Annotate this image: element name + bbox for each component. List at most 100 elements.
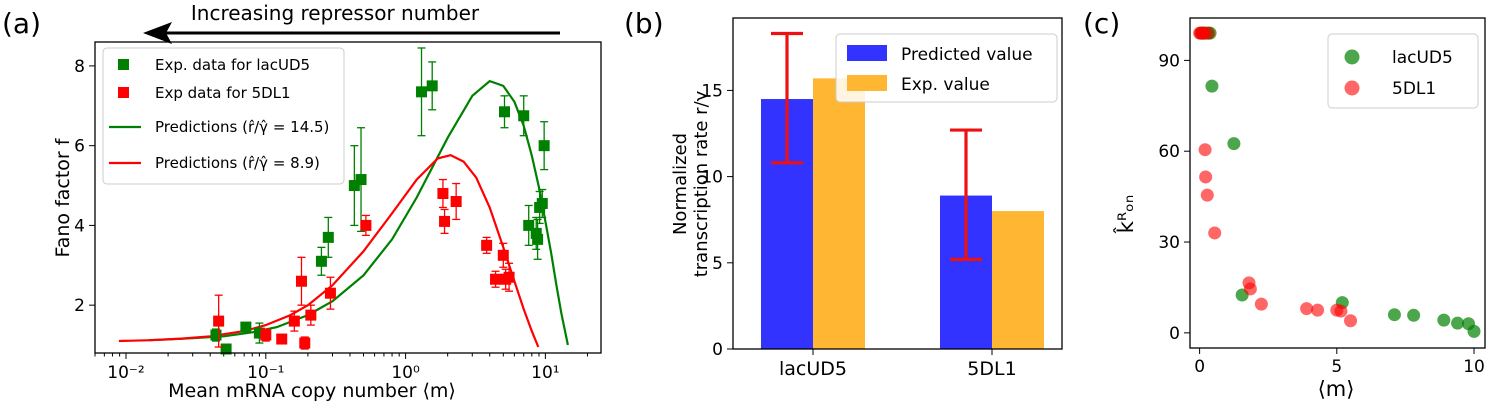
x-tick-label: 5 (1331, 357, 1342, 377)
data-point-5dl1 (1334, 304, 1348, 318)
data-point-5dl1 (503, 271, 515, 283)
legend-label-lacud5-data: Exp. data for lacUD5 (155, 56, 310, 74)
panel-c-legend: lacUD5 5DL1 (1327, 33, 1479, 109)
data-point-5dl1 (450, 195, 462, 207)
legend-marker-lacud5-data (118, 59, 129, 70)
category-label: lacUD5 (779, 358, 847, 380)
data-point-lacud5 (1205, 79, 1219, 93)
panel-b-ylabel-line1: Normalized (670, 133, 691, 235)
x-tick-label: 10⁰ (391, 363, 420, 383)
data-point-lacud5 (210, 329, 222, 341)
data-point-lacud5 (426, 80, 438, 92)
data-point-lacud5 (538, 140, 550, 152)
y-tick-label: 8 (74, 57, 85, 77)
x-tick-label: 10 (1463, 357, 1485, 377)
data-point-lacud5 (355, 174, 367, 186)
category-label: 5DL1 (967, 358, 1016, 380)
panel-a-plot-area: 10⁻² 10⁻¹ 10⁰ 10¹ 2 4 6 8 (74, 47, 588, 383)
y-tick-label: 15 (701, 81, 723, 101)
repressor-annotation: Increasing repressor number (191, 1, 480, 25)
x-tick-label: 10⁻¹ (247, 363, 284, 383)
y-tick-label: 90 (1158, 51, 1180, 71)
legend-swatch-predicted (847, 45, 887, 61)
panel-c-frame (1189, 17, 1486, 349)
data-point-5dl1 (305, 309, 317, 321)
data-point-lacud5 (315, 255, 327, 267)
panel-c: (c) 0 5 10 0 30 60 90 ⟨m⟩ k̂ᴿₒₙ lacUD5 5DL1 (1083, 7, 1486, 401)
legend-marker-lacud5 (1344, 49, 1360, 65)
legend-label-5dl1: 5DL1 (1392, 79, 1436, 99)
data-point-5dl1 (324, 287, 336, 299)
data-point-5dl1 (1208, 226, 1222, 240)
data-point-lacud5 (1387, 308, 1401, 322)
data-point-5dl1 (439, 215, 451, 227)
panel-a-legend: Exp. data for lacUD5 Exp data for 5DL1 P… (102, 47, 345, 185)
y-tick-label: 5 (712, 254, 723, 274)
data-point-5dl1 (299, 337, 311, 349)
y-tick-label: 2 (74, 296, 85, 316)
data-point-5dl1 (1254, 297, 1268, 311)
y-tick-label: 0 (1169, 324, 1180, 344)
panel-b-ylabel-line2: transcription rate r/γ (691, 90, 712, 277)
panel-a-frame (94, 41, 602, 354)
x-tick-label: 10⁻² (107, 363, 144, 383)
data-point-5dl1 (1199, 170, 1213, 184)
legend-label-prediction-14-5: Predictions (r̂/γ̂ = 14.5) (155, 118, 329, 136)
panel-b-frame (732, 17, 1063, 350)
legend-marker-5dl1-data (118, 87, 129, 98)
bar-experimental (813, 78, 865, 350)
data-point-lacud5 (532, 233, 544, 245)
data-point-5dl1 (1311, 303, 1325, 317)
data-point-lacud5 (1451, 316, 1465, 330)
legend-label-predicted: Predicted value (901, 45, 1033, 65)
panel-b-plot-area: 0 5 10 15 lacUD5 5DL1 (701, 31, 1044, 380)
data-point-lacud5 (518, 110, 530, 122)
data-point-lacud5 (1437, 313, 1451, 327)
panel-b: (b) 0 5 10 15 lacUD5 5DL1 Normalized transcri… (624, 7, 1063, 380)
data-point-lacud5 (348, 180, 360, 192)
data-point-5dl1 (295, 275, 307, 287)
panel-c-label: (c) (1083, 7, 1120, 40)
data-point-5dl1 (1200, 188, 1214, 202)
panel-b-legend: Predicted value Exp. value (835, 33, 1058, 103)
y-tick-label: 0 (712, 340, 723, 360)
panel-a-ylabel: Fano factor f (52, 137, 74, 257)
panel-c-xlabel: ⟨m⟩ (1318, 377, 1355, 401)
data-point-5dl1 (437, 188, 449, 200)
y-tick-label: 6 (74, 137, 85, 157)
data-point-lacud5 (530, 227, 542, 239)
data-point-5dl1 (213, 315, 225, 327)
data-point-5dl1 (288, 315, 300, 327)
data-point-5dl1 (1344, 314, 1358, 328)
bar-experimental (992, 211, 1044, 349)
data-point-lacud5 (253, 327, 265, 339)
data-point-lacud5 (416, 86, 428, 98)
data-point-lacud5 (536, 197, 548, 209)
data-point-5dl1 (260, 329, 272, 341)
legend-swatch-experimental (847, 75, 887, 91)
data-point-5dl1 (1300, 302, 1314, 316)
data-point-lacud5 (523, 219, 535, 231)
data-point-5dl1 (1198, 143, 1212, 157)
data-point-5dl1 (1243, 282, 1257, 296)
data-point-5dl1 (481, 239, 493, 251)
data-point-lacud5 (240, 321, 252, 333)
panel-c-legend-box (1327, 33, 1479, 109)
data-point-5dl1 (360, 219, 372, 231)
prediction-line-14-5 (148, 79, 569, 346)
panel-a: (a) Increasing repressor number 10⁻² 10⁻¹… (2, 1, 602, 402)
panel-c-ylabel: k̂ᴿₒₙ (1113, 195, 1138, 234)
panel-a-legend-box (102, 47, 345, 185)
y-tick-label: 30 (1158, 233, 1180, 253)
data-point-5dl1 (490, 273, 502, 285)
y-tick-label: 60 (1158, 142, 1180, 162)
x-tick-label: 10¹ (531, 363, 559, 383)
legend-marker-5dl1 (1344, 80, 1360, 96)
data-point-5dl1 (276, 333, 288, 345)
panel-b-legend-box (835, 33, 1058, 103)
panel-c-plot-area: 0 5 10 0 30 60 90 (1158, 26, 1485, 377)
data-point-lacud5 (498, 106, 510, 118)
data-point-lacud5 (220, 343, 232, 355)
y-tick-label: 10 (701, 168, 723, 188)
